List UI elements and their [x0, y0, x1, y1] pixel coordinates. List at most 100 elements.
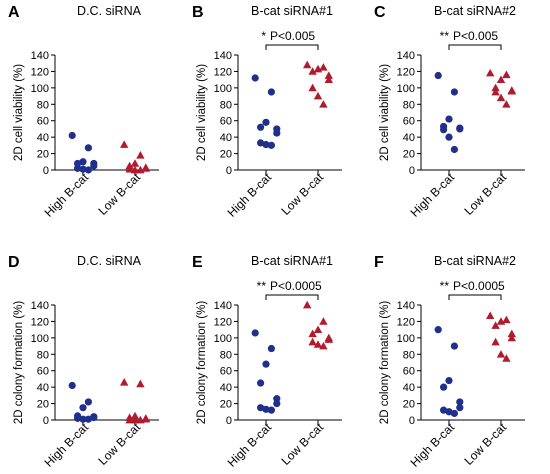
significance-bracket [448, 44, 502, 50]
data-point-low [491, 337, 500, 346]
data-point-high [450, 342, 458, 350]
significance-bracket [265, 294, 319, 300]
data-point-low [120, 378, 129, 386]
x-category-label: High B-cat [42, 420, 92, 470]
y-tick-label: 100 [397, 83, 415, 95]
p-value-label: P<0.0005 [270, 279, 322, 293]
data-point-high [68, 381, 76, 390]
data-point-low [502, 100, 511, 108]
x-category-label: High B-cat [42, 170, 92, 220]
data-point-low [496, 75, 506, 84]
data-point-low [308, 337, 317, 346]
data-point-high [90, 162, 98, 170]
y-tick-label: 120 [397, 66, 415, 78]
data-point-high [434, 326, 442, 334]
data-point-low [308, 329, 317, 338]
y-tick-label: 140 [397, 300, 415, 312]
data-point-low [136, 151, 145, 159]
panel-letter: E [192, 254, 203, 271]
data-point-low [313, 64, 323, 73]
panel-f: F B-cat siRNA#2 0 20 40 60 80 100 120 140 2D colon… [374, 254, 525, 470]
y-tick-label: 60 [220, 116, 232, 128]
data-point-low [502, 315, 511, 324]
significance-stars: ** [440, 29, 450, 43]
data-point-high [440, 406, 448, 414]
data-point-low [313, 91, 323, 100]
x-category-label: High B-cat [225, 170, 275, 220]
data-point-low [502, 70, 511, 79]
y-tick-label: 120 [31, 66, 49, 78]
panel-letter: A [8, 4, 20, 21]
data-point-low [319, 100, 328, 108]
data-point-high [450, 145, 458, 154]
data-point-low [491, 87, 500, 96]
data-point-high [84, 415, 92, 423]
data-point-low [141, 164, 150, 172]
y-tick-label: 40 [403, 382, 415, 394]
data-point-high [440, 126, 448, 134]
data-point-high [79, 415, 87, 423]
y-tick-label: 40 [403, 132, 415, 144]
data-point-high [450, 88, 458, 96]
data-point-low [130, 411, 140, 420]
significance-stars: ** [440, 279, 450, 293]
y-tick-label: 140 [214, 50, 232, 62]
data-point-low [136, 415, 145, 424]
data-point-high [267, 406, 275, 414]
panel-e: E B-cat siRNA#1 0 20 40 60 80 100 120 140 2D colon… [192, 254, 342, 470]
data-point-high [262, 405, 270, 413]
data-point-low [507, 333, 516, 342]
y-tick-label: 60 [37, 116, 49, 128]
y-tick-label: 0 [409, 415, 415, 427]
y-tick-label: 60 [37, 366, 49, 378]
y-tick-label: 100 [214, 333, 232, 345]
data-point-low [130, 165, 140, 174]
data-point-low [507, 329, 516, 338]
data-point-low [486, 311, 495, 320]
y-tick-label: 80 [220, 99, 232, 111]
data-point-low [303, 300, 312, 309]
x-category-label: Low B-cat [278, 170, 326, 218]
panel-d: D D.C. siRNA 0 20 40 60 80 100 120 140 2D colony f… [8, 254, 159, 470]
data-point-high [445, 115, 453, 123]
y-tick-label: 80 [220, 349, 232, 361]
y-tick-label: 40 [37, 132, 49, 144]
y-tick-label: 80 [403, 349, 415, 361]
data-point-low [319, 63, 328, 71]
data-point-low [496, 350, 506, 358]
panel-letter: B [192, 4, 204, 21]
data-point-high [445, 376, 453, 385]
y-tick-label: 100 [31, 333, 49, 345]
significance-bracket [265, 44, 319, 50]
y-tick-label: 0 [43, 165, 49, 177]
data-point-high [74, 414, 82, 422]
data-point-high [257, 139, 265, 147]
x-category-label: High B-cat [408, 420, 458, 470]
y-tick-label: 120 [397, 316, 415, 328]
y-tick-label: 20 [403, 399, 415, 411]
y-tick-label: 40 [220, 132, 232, 144]
y-tick-label: 60 [403, 116, 415, 128]
y-axis-label: 2D cell viability (%) [13, 64, 25, 161]
y-axis-label: 2D cell viability (%) [379, 64, 391, 161]
y-tick-label: 120 [31, 316, 49, 328]
y-axis-label: 2D colony formation (%) [13, 301, 25, 425]
data-point-low [502, 354, 511, 362]
panel-c: C B-cat siRNA#2 0 20 40 60 80 100 120 140 2D cell … [374, 4, 525, 220]
data-point-high [262, 360, 270, 368]
y-tick-label: 20 [403, 149, 415, 161]
data-point-low [136, 165, 145, 174]
data-point-low [130, 415, 140, 424]
data-point-low [125, 415, 134, 424]
data-point-high [262, 118, 270, 126]
data-point-high [456, 398, 464, 406]
data-point-high [262, 140, 270, 149]
data-point-high [273, 129, 281, 137]
y-tick-label: 20 [220, 399, 232, 411]
data-point-high [68, 131, 76, 140]
panel-title: B-cat siRNA#2 [434, 4, 516, 18]
p-value-label: P<0.005 [453, 29, 498, 43]
panel-letter: D [8, 254, 20, 271]
data-point-low [324, 75, 333, 84]
data-point-high [445, 133, 453, 141]
